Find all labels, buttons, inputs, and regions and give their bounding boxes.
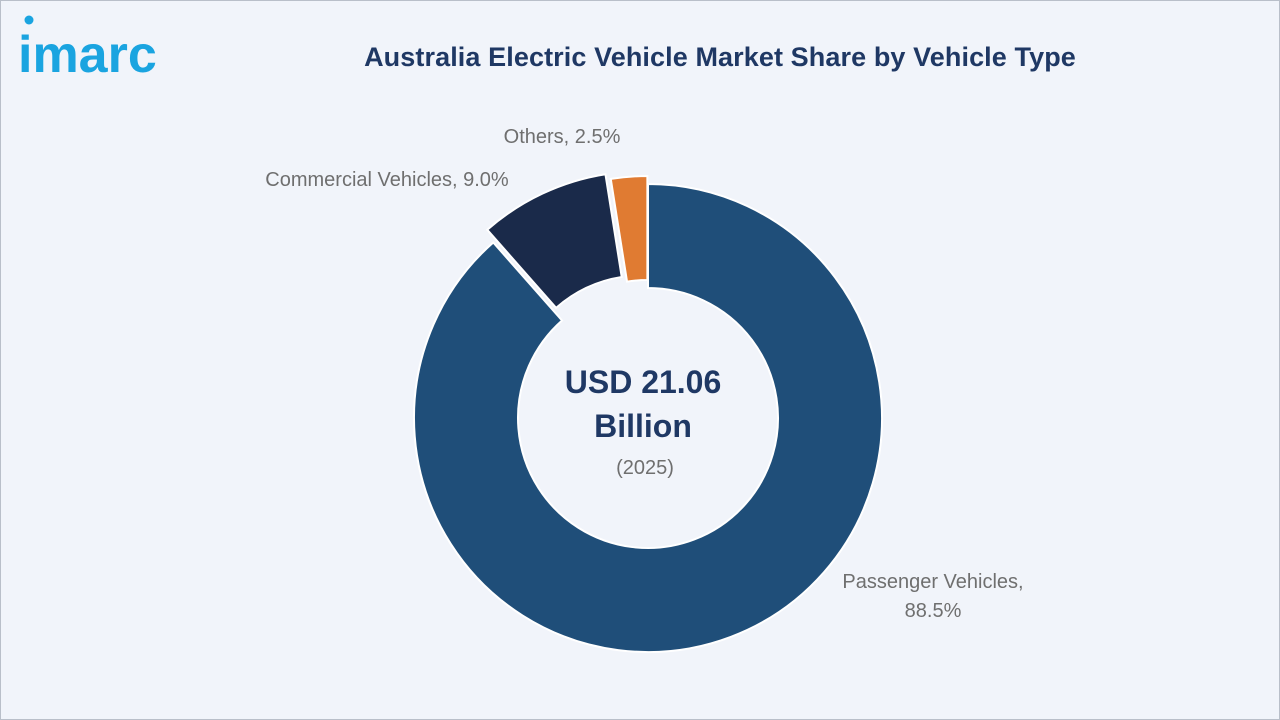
slice-others xyxy=(609,175,649,283)
label-passenger-vehicles-value: 88.5% xyxy=(905,600,962,622)
label-others: Others, 2.5% xyxy=(504,126,621,148)
slice-commercial-vehicles xyxy=(485,173,623,310)
svg-text:imarc: imarc xyxy=(18,26,157,82)
center-value: USD 21.06 xyxy=(565,364,722,400)
label-passenger-vehicles: Passenger Vehicles, xyxy=(842,571,1023,593)
label-commercial-vehicles: Commercial Vehicles, 9.0% xyxy=(265,169,509,191)
slice-passenger-vehicles xyxy=(413,182,883,653)
chart-title: Australia Electric Vehicle Market Share … xyxy=(364,42,1076,72)
center-year: (2025) xyxy=(616,457,674,479)
imarc-logo: imarc xyxy=(18,15,157,82)
center-unit: Billion xyxy=(594,408,692,444)
